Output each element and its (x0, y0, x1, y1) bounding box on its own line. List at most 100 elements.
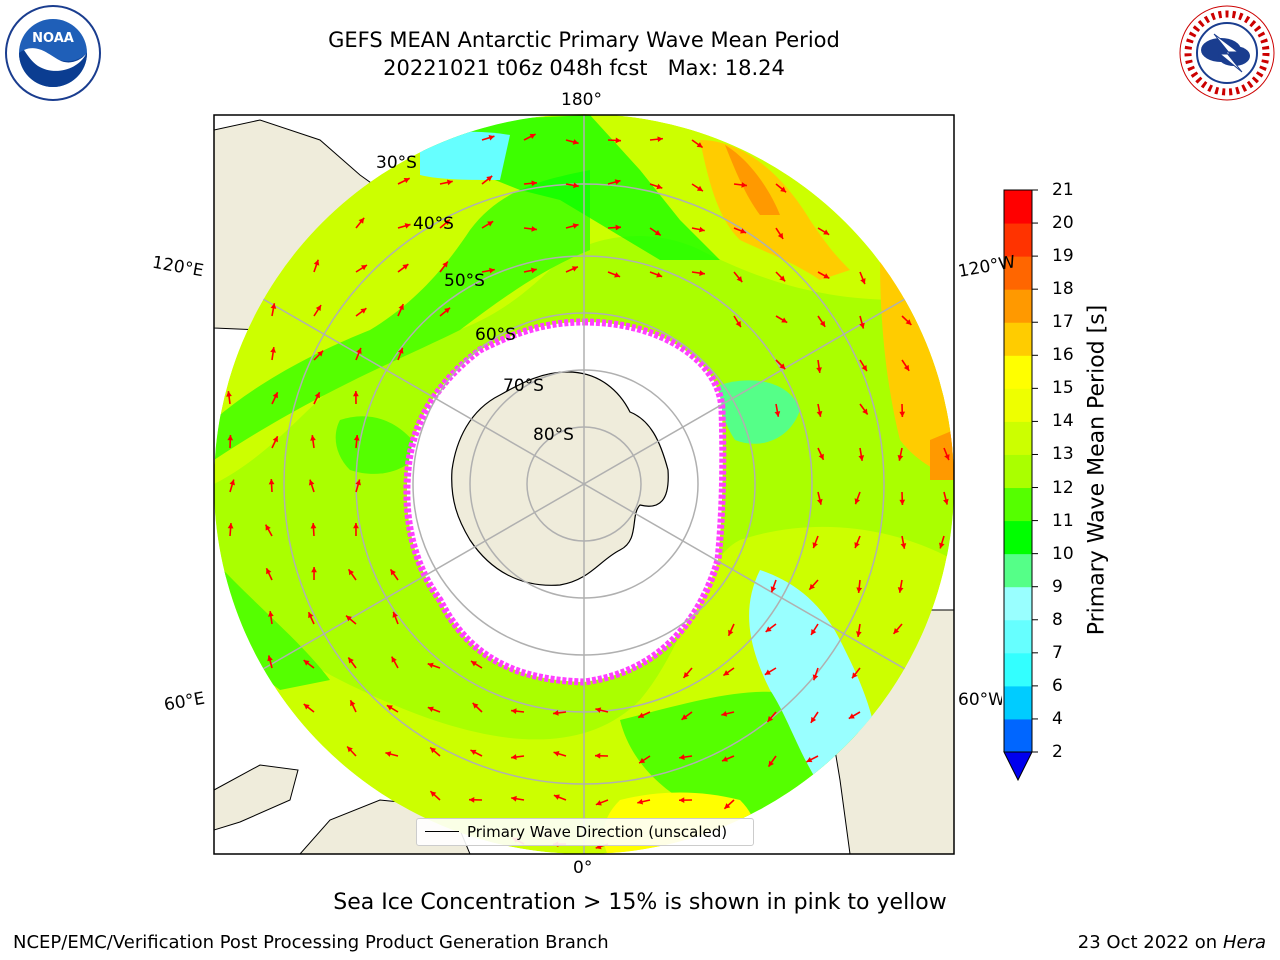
colorbar-segment (1004, 190, 1032, 224)
madagascar-land (214, 764, 299, 831)
wave-arrow-head (272, 392, 278, 399)
colorbar-segment (1004, 454, 1032, 489)
wave-arrow-head (736, 276, 743, 283)
wave-arrow-head (303, 704, 310, 710)
nws-logo (1178, 4, 1276, 102)
colorbar-tick-label: 13 (1052, 444, 1074, 465)
wave-arrow-head (444, 307, 451, 314)
noaa-logo: NOAA (4, 4, 102, 102)
colorbar-tick-label: 19 (1052, 246, 1074, 267)
wave-arrow-head (353, 391, 359, 397)
wave-arrow-head (696, 185, 703, 192)
wave-arrow-head (346, 615, 352, 622)
wave-arrow-head (530, 267, 537, 274)
colorbar-tick-label: 9 (1052, 576, 1063, 597)
wave-arrow-head (679, 797, 685, 804)
wave-arrow-head (348, 657, 354, 664)
wave-arrow-head (391, 656, 397, 663)
wave-arrow-head (848, 713, 855, 719)
wave-arrow-head (446, 179, 453, 186)
wave-arrow-head (905, 319, 912, 325)
wave-arrow-head (614, 179, 621, 185)
wave-arrow-head (553, 794, 560, 800)
wave-arrow-head (899, 499, 906, 505)
wave-arrow-head (816, 411, 823, 417)
colorbar-label-wrap: Primary Wave Mean Period [s] (1082, 290, 1112, 650)
wave-arrow-head (267, 655, 273, 662)
wave-arrow-head (944, 454, 950, 461)
wave-arrow-head (430, 791, 437, 797)
colorbar-tick-label: 15 (1052, 378, 1074, 399)
wave-arrow-head (430, 747, 437, 754)
wave-arrow-head (899, 411, 906, 417)
wave-arrow-head (303, 660, 310, 666)
footer-branch: NCEP/EMC/Verification Post Processing Pr… (13, 932, 609, 953)
wave-arrow-head (486, 175, 493, 182)
wave-arrow-head (770, 586, 777, 593)
lat-label-80s: 80°S (533, 425, 574, 445)
colorbar-segment (1004, 355, 1032, 389)
wave-arrow-head (553, 710, 559, 716)
wave-arrow-head (699, 270, 705, 276)
wave-arrow-head (353, 435, 360, 441)
colorbar-tick-label: 17 (1052, 312, 1074, 333)
wave-arrow-head (900, 543, 907, 549)
wave-arrow-head (810, 716, 817, 723)
graticule (214, 114, 954, 854)
colorbar-tick-label: 7 (1052, 642, 1063, 663)
lat-label-40s: 40°S (413, 214, 454, 234)
lon-label-180: 180° (561, 90, 602, 110)
noaa-logo-text: NOAA (32, 31, 74, 46)
wave-arrow-head (858, 455, 865, 461)
wave-arrow-head (358, 217, 365, 224)
colorbar-segment (1004, 223, 1032, 257)
wave-arrow-head (265, 524, 271, 531)
colorbar-segment (1004, 718, 1032, 753)
wave-arrow-head (854, 542, 860, 549)
wave-arrow-head (226, 391, 232, 397)
wave-arrow-head (350, 700, 356, 707)
wave-arrow-head (819, 320, 826, 327)
wave-arrow-head (856, 587, 863, 593)
wave-arrow-head (765, 626, 772, 632)
lat-label-50s: 50°S (444, 271, 485, 291)
colorbar-tick-label: 14 (1052, 411, 1074, 432)
wave-arrow-head (893, 628, 900, 634)
footer-date-text: 23 Oct 2022 on (1077, 932, 1223, 953)
colorbar-segment (1004, 586, 1032, 621)
wave-arrow-head (741, 182, 747, 188)
wave-arrow-head (812, 674, 819, 681)
wave-arrow-head (353, 523, 359, 529)
wave-arrow-head (427, 706, 434, 712)
wave-arrow-head (356, 347, 362, 354)
wave-arrow-head (270, 347, 276, 353)
colorbar-segment (1004, 289, 1032, 323)
wave-arrow-head (777, 232, 784, 239)
colorbar-frame (1003, 189, 1033, 752)
wave-arrow-head (681, 714, 688, 720)
wave-arrow-head (595, 707, 602, 713)
wave-arrow-head (487, 221, 494, 227)
wave-arrow-head (656, 183, 663, 190)
colorbar-tick-label: 6 (1052, 675, 1063, 696)
wave-arrow-head (442, 261, 448, 268)
wave-arrow-head (780, 186, 787, 193)
wave-arrow-head (348, 569, 354, 576)
wave-arrow-head (511, 754, 517, 760)
wave-arrow-head (855, 631, 862, 637)
wave-arrow-head (347, 746, 353, 753)
wave-arrow-head (355, 479, 361, 486)
wave-arrow-head (268, 611, 274, 617)
wave-arrow-head (854, 498, 860, 505)
wave-arrow-head (809, 583, 815, 590)
wave-arrow-head (595, 800, 602, 806)
wave-arrow-head (637, 798, 644, 805)
wave-arrow-head (573, 182, 579, 189)
colorbar-tick-label: 8 (1052, 609, 1063, 630)
colorbar-segment (1004, 520, 1032, 555)
wave-arrow-head (657, 136, 663, 143)
legend-label: Primary Wave Direction (unscaled) (467, 823, 728, 841)
wave-arrow-head (823, 229, 830, 235)
legend-line-swatch (425, 831, 459, 832)
